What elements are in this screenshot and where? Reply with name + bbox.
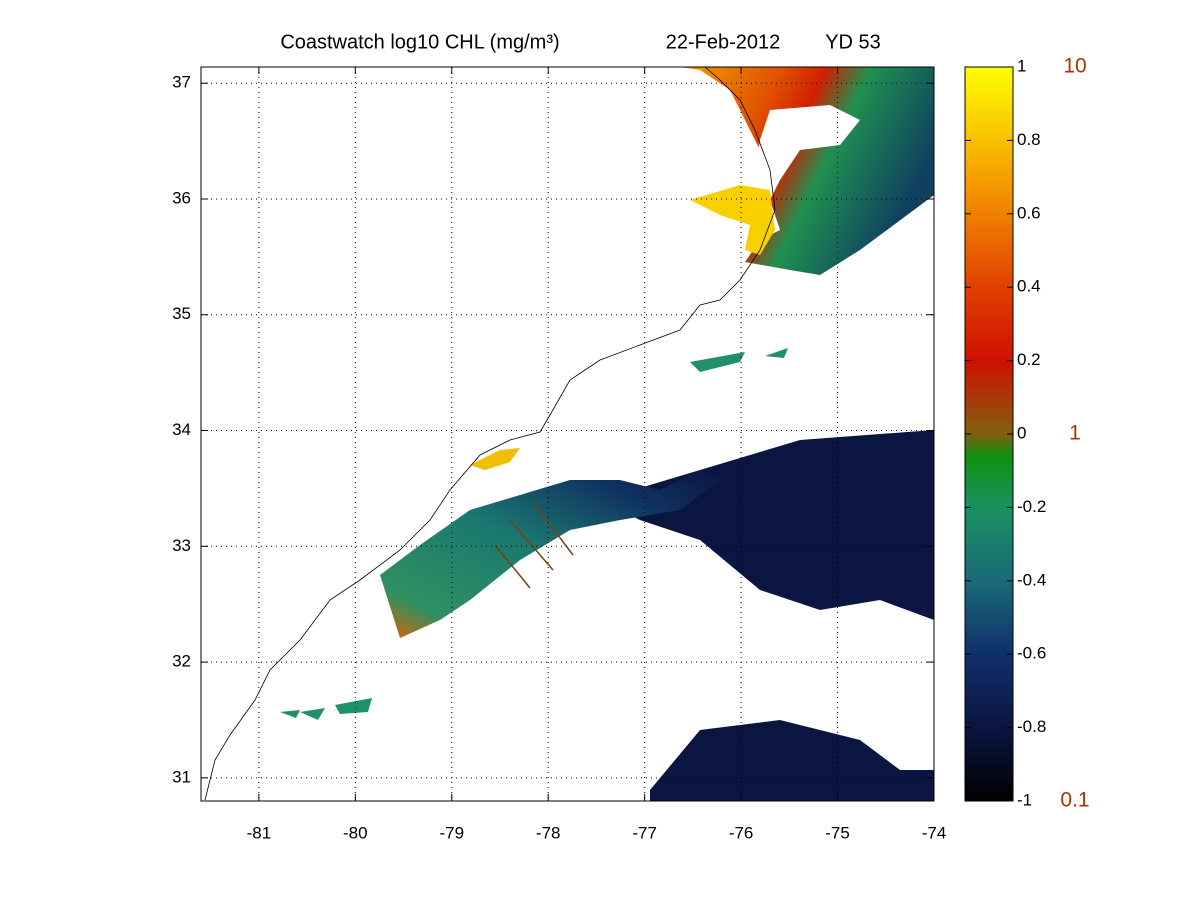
plot-frame <box>200 66 935 802</box>
y-tick-label: 37 <box>172 73 191 92</box>
x-tick-label: -77 <box>632 823 657 842</box>
small-patch <box>690 348 788 372</box>
colorbar-tick-label: -0.4 <box>1017 570 1046 589</box>
colorbar-tick-label: 0 <box>1017 423 1026 442</box>
x-tick-label: -75 <box>825 823 850 842</box>
secondary-tick-label: 1 <box>1069 422 1081 445</box>
x-tick-label: -78 <box>536 823 561 842</box>
small-patch <box>280 698 372 720</box>
x-tick-label: -79 <box>439 823 464 842</box>
coastline <box>204 67 776 801</box>
y-tick-label: 34 <box>172 420 191 439</box>
cloud <box>755 105 860 180</box>
shelf-water <box>380 470 720 638</box>
y-tick-label: 33 <box>172 536 191 555</box>
colorbar <box>964 66 1014 802</box>
ne-shelf-water <box>680 67 934 275</box>
colorbar-tick-label: -0.2 <box>1017 497 1046 516</box>
y-tick-label: 36 <box>172 188 191 207</box>
chlorophyll-field <box>204 67 934 801</box>
chart-title: Coastwatch log10 CHL (mg/m³) <box>280 31 559 53</box>
offshore-water <box>600 430 934 620</box>
colorbar-tick-label: -0.8 <box>1017 717 1046 736</box>
y-tick-label: 31 <box>172 767 191 786</box>
colorbar-tick-label: -1 <box>1017 790 1032 809</box>
colorbar-tick-label: -0.6 <box>1017 644 1046 663</box>
colorbar-tick-label: 0.6 <box>1017 203 1041 222</box>
pamlico-sound <box>690 185 775 255</box>
colorbar-tick-label: 0.2 <box>1017 350 1041 369</box>
x-tick-label: -76 <box>729 823 754 842</box>
offshore-south <box>650 720 934 801</box>
colorbar-tick-label: 0.4 <box>1017 277 1041 296</box>
x-tick-label: -81 <box>247 823 272 842</box>
onslow-patch <box>470 448 520 470</box>
secondary-tick-label: 0.1 <box>1060 789 1089 812</box>
x-tick-label: -80 <box>343 823 368 842</box>
date: 22-Feb-2012 <box>666 31 781 53</box>
x-tick-label: -74 <box>922 823 947 842</box>
year-day: YD 53 <box>825 31 881 53</box>
colorbar-tick-label: 0.8 <box>1017 130 1041 149</box>
secondary-tick-label: 10 <box>1063 55 1086 78</box>
y-tick-label: 32 <box>172 652 191 671</box>
colorbar-tick-label: 1 <box>1017 56 1026 75</box>
y-tick-label: 35 <box>172 304 191 323</box>
